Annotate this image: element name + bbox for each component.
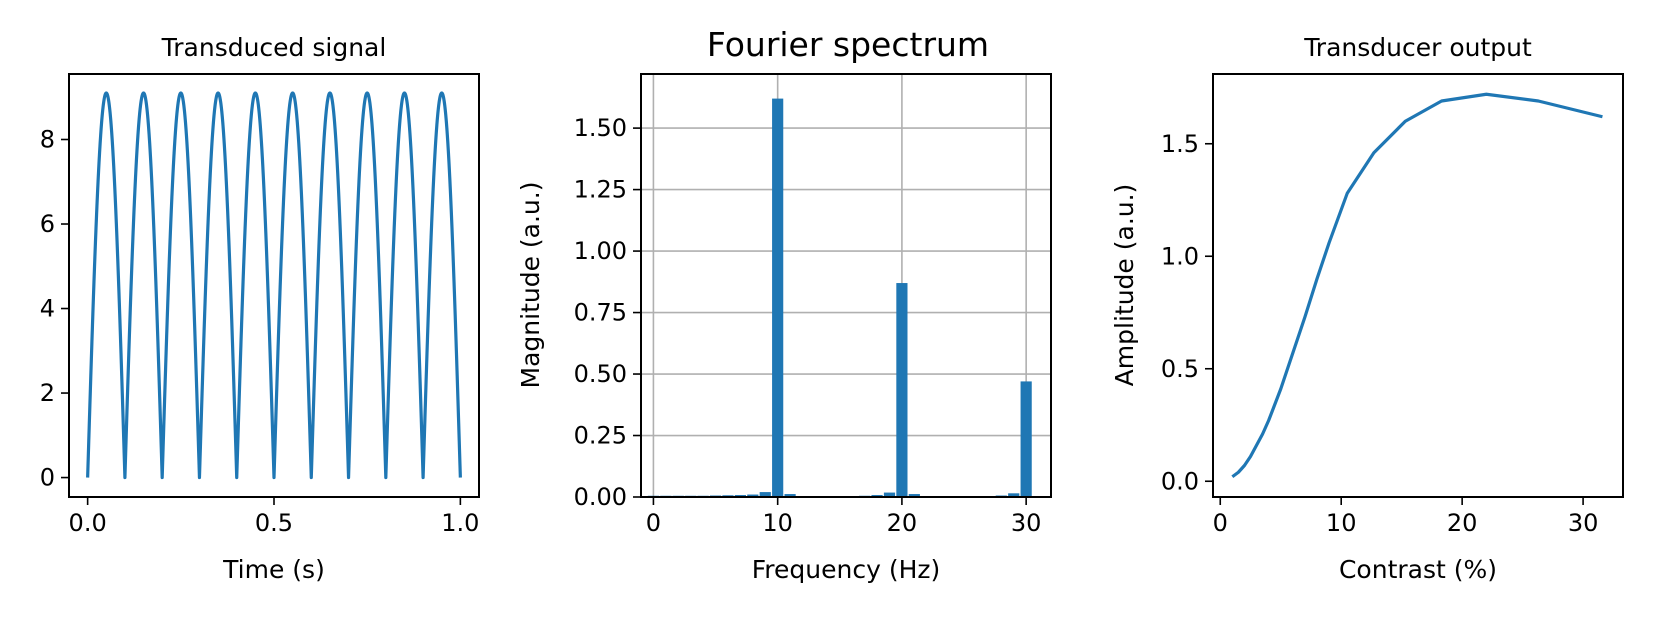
output-x-axis-label: Contrast (%) xyxy=(1339,555,1497,584)
signal-plot-area xyxy=(86,91,462,480)
spectrum-panel: Fourier spectrum 0.00 0.25 0.50 0.75 1.00 1.2… xyxy=(516,25,1052,584)
signal-y-tick-label: 0 xyxy=(40,464,55,492)
spectrum-bar xyxy=(1008,493,1020,497)
spectrum-y-tick-label: 1.00 xyxy=(574,237,627,265)
output-y-ticks: 0.0 0.5 1.0 1.5 xyxy=(1161,130,1213,495)
spectrum-grid xyxy=(641,74,1051,498)
spectrum-y-tick-label: 1.25 xyxy=(574,176,627,204)
output-x-tick-label: 30 xyxy=(1568,509,1599,537)
output-chart-title: Transducer output xyxy=(1303,33,1532,62)
spectrum-y-ticks: 0.00 0.25 0.50 0.75 1.00 1.25 1.50 xyxy=(574,114,641,511)
spectrum-y-tick-label: 0.50 xyxy=(574,360,627,388)
spectrum-bar xyxy=(908,494,920,497)
output-x-tick-label: 0 xyxy=(1213,509,1228,537)
signal-y-tick-label: 4 xyxy=(40,295,55,323)
output-x-tick-label: 20 xyxy=(1447,509,1478,537)
signal-series-line xyxy=(86,91,462,480)
spectrum-bar xyxy=(759,492,771,497)
spectrum-y-tick-label: 0.25 xyxy=(574,422,627,450)
signal-x-axis-label: Time (s) xyxy=(222,555,325,584)
spectrum-bar xyxy=(747,494,759,497)
spectrum-x-tick-label: 30 xyxy=(1011,509,1042,537)
output-plot-area xyxy=(1231,92,1603,479)
signal-x-ticks: 0.0 0.5 1.0 xyxy=(69,497,479,537)
signal-x-tick-label: 0.0 xyxy=(69,509,107,537)
signal-chart-title: Transduced signal xyxy=(161,33,387,62)
spectrum-axes-frame xyxy=(640,73,1052,498)
output-series-line xyxy=(1231,92,1603,479)
spectrum-y-tick-label: 1.50 xyxy=(574,114,627,142)
output-x-ticks: 0 10 20 30 xyxy=(1213,497,1599,537)
signal-axes-frame xyxy=(68,73,480,498)
signal-x-tick-label: 1.0 xyxy=(441,509,479,537)
output-y-tick-label: 0.5 xyxy=(1161,355,1199,383)
spectrum-chart-title: Fourier spectrum xyxy=(707,25,989,64)
signal-x-tick-label: 0.5 xyxy=(255,509,293,537)
spectrum-bar xyxy=(784,494,796,497)
signal-y-tick-label: 2 xyxy=(40,379,55,407)
output-y-tick-label: 1.5 xyxy=(1161,130,1199,158)
spectrum-x-axis-label: Frequency (Hz) xyxy=(752,555,941,584)
spectrum-bars xyxy=(647,98,1032,498)
spectrum-y-tick-label: 0.75 xyxy=(574,299,627,327)
spectrum-x-ticks: 0 10 20 30 xyxy=(646,497,1042,537)
spectrum-bar xyxy=(896,283,908,497)
output-axes-frame xyxy=(1212,73,1624,498)
signal-y-ticks: 0 2 4 6 8 xyxy=(40,125,69,492)
output-panel: Transducer output 0.0 0.5 1.0 1.5 0 10 20 30 C… xyxy=(1110,33,1624,584)
spectrum-bar xyxy=(1020,381,1032,497)
spectrum-x-tick-label: 20 xyxy=(887,509,918,537)
spectrum-x-tick-label: 10 xyxy=(762,509,793,537)
spectrum-y-axis-label: Magnitude (a.u.) xyxy=(516,182,545,389)
signal-panel: Transduced signal 0 2 4 6 8 0.0 0.5 1.0 Time (… xyxy=(40,33,480,584)
signal-y-tick-label: 8 xyxy=(40,125,55,153)
output-y-tick-label: 1.0 xyxy=(1161,242,1199,270)
output-y-tick-label: 0.0 xyxy=(1161,467,1199,495)
spectrum-bar xyxy=(772,98,784,498)
signal-y-tick-label: 6 xyxy=(40,210,55,238)
spectrum-x-tick-label: 0 xyxy=(646,509,661,537)
spectrum-bar xyxy=(883,492,896,497)
spectrum-y-tick-label: 0.00 xyxy=(574,483,627,511)
output-x-tick-label: 10 xyxy=(1326,509,1357,537)
output-y-axis-label: Amplitude (a.u.) xyxy=(1110,184,1139,387)
